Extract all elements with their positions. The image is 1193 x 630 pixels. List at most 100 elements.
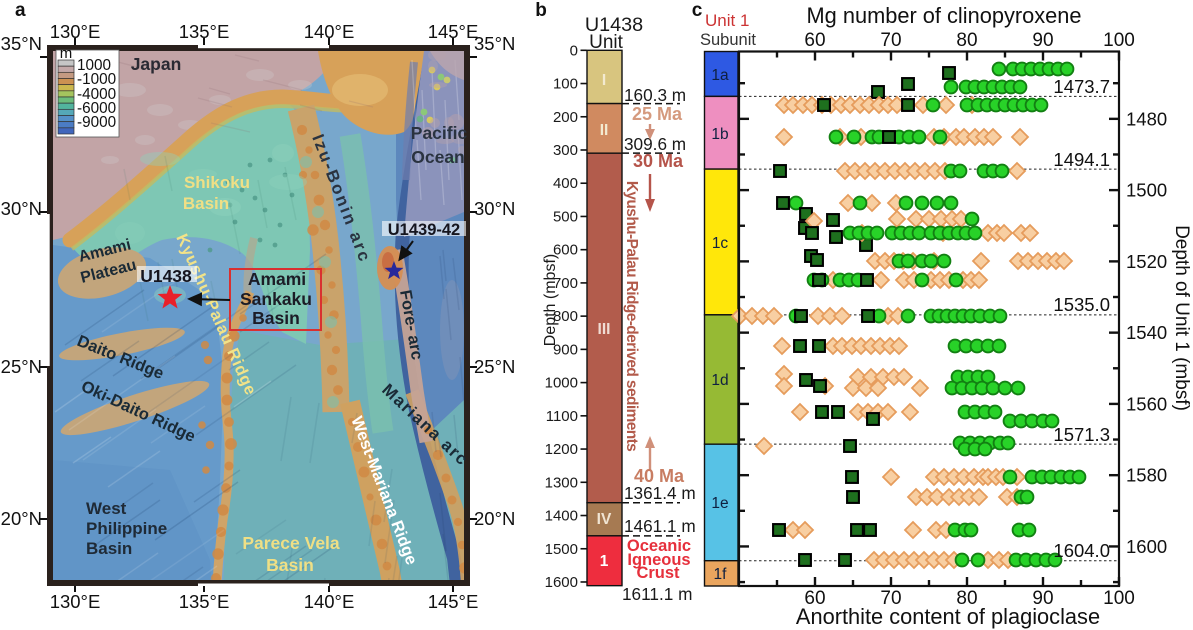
svg-text:Pacific: Pacific [411, 123, 468, 143]
svg-text:-1000: -1000 [77, 71, 116, 88]
svg-text:Unit: Unit [589, 32, 624, 53]
svg-text:1473.7: 1473.7 [1053, 76, 1110, 97]
svg-text:IV: IV [597, 511, 612, 528]
svg-text:1300: 1300 [545, 474, 578, 491]
svg-text:1100: 1100 [546, 408, 578, 425]
svg-text:Parece Vela: Parece Vela [242, 533, 340, 553]
svg-text:500: 500 [553, 208, 578, 225]
svg-text:600: 600 [553, 242, 578, 259]
svg-text:U1439-42: U1439-42 [388, 221, 460, 239]
svg-text:Igneous: Igneous [627, 551, 690, 569]
svg-text:1200: 1200 [545, 441, 578, 458]
svg-text:U1438: U1438 [585, 14, 643, 36]
svg-text:Sankaku: Sankaku [240, 289, 312, 309]
svg-text:130°E: 130°E [50, 21, 101, 42]
svg-text:25 Ma: 25 Ma [632, 104, 683, 124]
svg-text:Anorthite content of plagiocla: Anorthite content of plagioclase [796, 604, 1100, 629]
svg-text:Basin: Basin [183, 194, 229, 213]
svg-text:300: 300 [553, 142, 578, 159]
svg-text:-4000: -4000 [77, 86, 116, 103]
svg-text:1a: 1a [711, 67, 729, 84]
svg-text:Philippine: Philippine [86, 519, 167, 538]
svg-text:Amami: Amami [248, 269, 306, 289]
svg-text:Crust: Crust [636, 564, 680, 582]
svg-text:80: 80 [956, 588, 977, 609]
svg-text:-9000: -9000 [77, 114, 116, 131]
svg-text:30°N: 30°N [474, 198, 515, 219]
svg-text:1600: 1600 [1126, 536, 1167, 557]
svg-text:40 Ma: 40 Ma [634, 466, 685, 486]
svg-text:Depth (mbsf): Depth (mbsf) [542, 254, 559, 346]
svg-text:1520: 1520 [1126, 251, 1167, 272]
svg-text:1535.0: 1535.0 [1053, 294, 1110, 315]
svg-text:70: 70 [880, 30, 901, 51]
svg-text:80: 80 [956, 30, 977, 51]
svg-text:400: 400 [553, 175, 578, 192]
svg-text:a: a [15, 0, 26, 21]
svg-text:1000: 1000 [545, 375, 578, 392]
svg-text:700: 700 [553, 275, 578, 292]
svg-text:35°N: 35°N [474, 33, 515, 54]
svg-text:135°E: 135°E [179, 21, 230, 42]
svg-text:II: II [600, 122, 609, 139]
svg-text:1461.1 m: 1461.1 m [624, 516, 696, 536]
svg-text:25°N: 25°N [1, 356, 42, 377]
svg-text:1: 1 [600, 553, 609, 570]
svg-text:Mg number of clinopyroxene: Mg number of clinopyroxene [806, 3, 1081, 28]
svg-text:U1438: U1438 [140, 266, 192, 286]
svg-text:1480: 1480 [1126, 108, 1167, 129]
svg-text:0: 0 [570, 42, 578, 59]
svg-text:1400: 1400 [545, 508, 578, 525]
svg-text:1571.3: 1571.3 [1053, 424, 1110, 445]
svg-text:309.6 m: 309.6 m [624, 134, 686, 154]
svg-text:1540: 1540 [1126, 322, 1167, 343]
svg-text:1600: 1600 [545, 574, 578, 591]
svg-text:III: III [598, 321, 611, 338]
svg-text:160.3 m: 160.3 m [624, 85, 686, 105]
svg-text:25°N: 25°N [474, 356, 515, 377]
svg-text:140°E: 140°E [304, 21, 355, 42]
svg-text:90: 90 [1032, 588, 1053, 609]
svg-text:900: 900 [553, 341, 578, 358]
svg-text:1494.1: 1494.1 [1053, 149, 1110, 170]
svg-text:60: 60 [804, 588, 825, 609]
svg-text:35°N: 35°N [1, 33, 42, 54]
svg-text:30°N: 30°N [1, 198, 42, 219]
svg-text:1e: 1e [711, 495, 728, 512]
svg-text:20°N: 20°N [1, 508, 42, 529]
svg-text:1361.4 m: 1361.4 m [624, 483, 696, 503]
svg-text:-6000: -6000 [77, 100, 116, 117]
svg-text:1580: 1580 [1126, 465, 1167, 486]
svg-text:1500: 1500 [545, 541, 578, 558]
svg-text:135°E: 135°E [179, 591, 230, 612]
svg-text:145°E: 145°E [428, 21, 479, 42]
svg-text:Subunit: Subunit [700, 31, 756, 49]
svg-text:Basin: Basin [252, 308, 300, 328]
svg-text:1c: 1c [712, 235, 729, 252]
svg-text:1611.1 m: 1611.1 m [622, 584, 692, 604]
svg-text:1d: 1d [711, 372, 728, 389]
svg-text:I: I [602, 72, 606, 89]
svg-text:1604.0: 1604.0 [1053, 540, 1110, 561]
svg-text:Shikoku: Shikoku [184, 173, 250, 192]
svg-text:b: b [535, 0, 547, 21]
svg-text:m: m [60, 45, 73, 62]
svg-text:1f: 1f [714, 566, 728, 583]
svg-text:30 Ma: 30 Ma [633, 151, 684, 171]
svg-text:100: 100 [1103, 30, 1135, 51]
svg-text:145°E: 145°E [428, 591, 479, 612]
svg-text:70: 70 [880, 588, 901, 609]
svg-text:Basin: Basin [266, 555, 314, 575]
svg-text:800: 800 [553, 308, 578, 325]
svg-text:100: 100 [553, 76, 578, 93]
svg-text:90: 90 [1032, 30, 1053, 51]
svg-text:Japan: Japan [131, 54, 182, 74]
svg-text:Unit 1: Unit 1 [705, 11, 749, 30]
svg-text:200: 200 [553, 109, 578, 126]
svg-text:20°N: 20°N [474, 508, 515, 529]
svg-text:Oceanic: Oceanic [627, 537, 691, 555]
svg-text:West: West [86, 499, 127, 518]
svg-text:Ocean: Ocean [411, 147, 465, 167]
svg-text:60: 60 [804, 30, 825, 51]
svg-text:Kyushu-Palau Ridge-derived sed: Kyushu-Palau Ridge-derived sediments [623, 181, 640, 451]
